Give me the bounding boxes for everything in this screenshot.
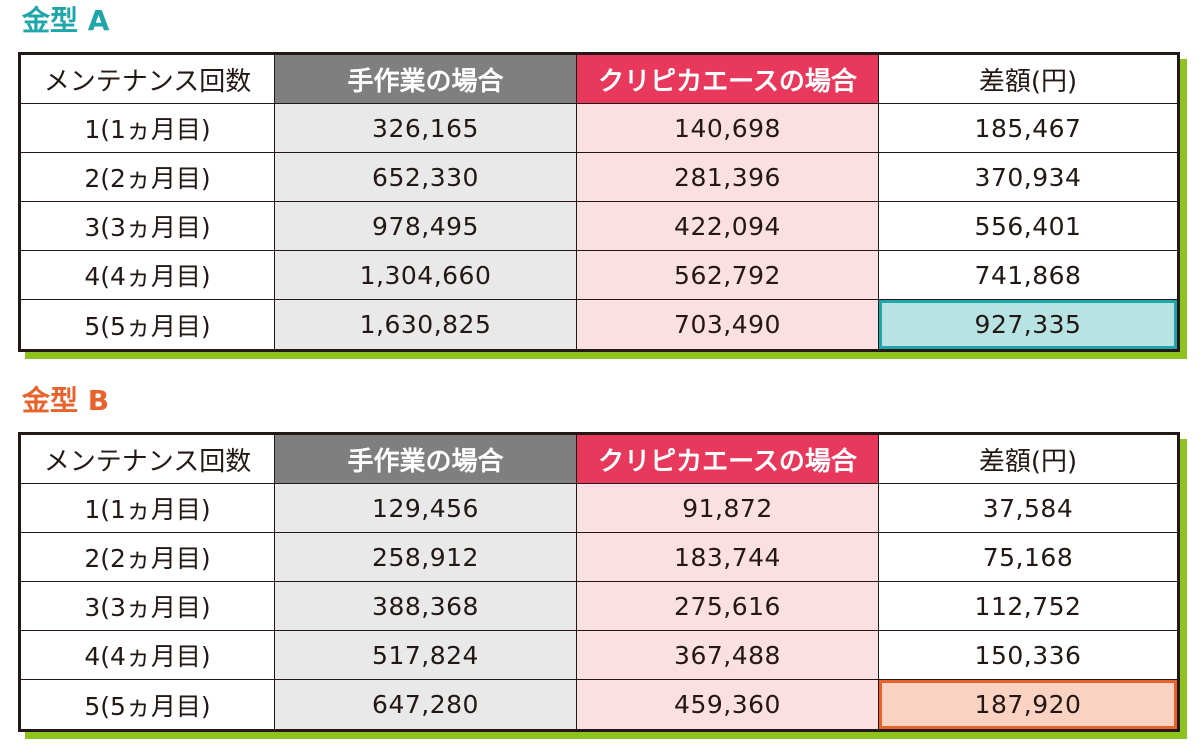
table-b: メンテナンス回数 手作業の場合 クリピカエースの場合 差額(円) 1(1ヵ月目)… — [18, 432, 1180, 732]
header-manual: 手作業の場合 — [275, 55, 577, 104]
table-a-row-5-clipi: 703,490 — [577, 300, 879, 349]
header-manual: 手作業の場合 — [275, 435, 577, 484]
table-b-row-3-count: 3(3ヵ月目) — [21, 582, 275, 631]
table-a-row-3-count: 3(3ヵ月目) — [21, 202, 275, 251]
table-a: メンテナンス回数 手作業の場合 クリピカエースの場合 差額(円) 1(1ヵ月目)… — [18, 52, 1180, 352]
table-b-row-4-diff: 150,336 — [879, 631, 1177, 680]
table-b-container: メンテナンス回数 手作業の場合 クリピカエースの場合 差額(円) 1(1ヵ月目)… — [18, 432, 1187, 739]
table-b-row-2-clipi: 183,744 — [577, 533, 879, 582]
table-a-row-2-manual: 652,330 — [275, 153, 577, 202]
table-b-title: 金型 B — [22, 384, 110, 417]
table-b-row-2-manual: 258,912 — [275, 533, 577, 582]
table-a-row-2-diff: 370,934 — [879, 153, 1177, 202]
table-b-row-4-manual: 517,824 — [275, 631, 577, 680]
table-a-row-3-diff: 556,401 — [879, 202, 1177, 251]
table-a-container: メンテナンス回数 手作業の場合 クリピカエースの場合 差額(円) 1(1ヵ月目)… — [18, 52, 1187, 359]
table-b-row-3-manual: 388,368 — [275, 582, 577, 631]
table-a-row-2-clipi: 281,396 — [577, 153, 879, 202]
table-a-row-3-manual: 978,495 — [275, 202, 577, 251]
table-a-title: 金型 A — [22, 4, 110, 37]
table-b-row-4-count: 4(4ヵ月目) — [21, 631, 275, 680]
header-difference: 差額(円) — [879, 435, 1177, 484]
table-b-highlighted-total-diff: 187,920 — [879, 680, 1177, 729]
table-b-row-2-count: 2(2ヵ月目) — [21, 533, 275, 582]
header-difference: 差額(円) — [879, 55, 1177, 104]
table-b-row-5-clipi: 459,360 — [577, 680, 879, 729]
table-a-row-4-diff: 741,868 — [879, 251, 1177, 300]
table-a-row-3-clipi: 422,094 — [577, 202, 879, 251]
header-maintenance-count: メンテナンス回数 — [21, 435, 275, 484]
table-b-row-3-clipi: 275,616 — [577, 582, 879, 631]
table-a-row-4-clipi: 562,792 — [577, 251, 879, 300]
table-b-row-4-clipi: 367,488 — [577, 631, 879, 680]
table-a-row-1-count: 1(1ヵ月目) — [21, 104, 275, 153]
table-b-row-2-diff: 75,168 — [879, 533, 1177, 582]
header-clipi-ace: クリピカエースの場合 — [577, 55, 879, 104]
table-a-row-5-count: 5(5ヵ月目) — [21, 300, 275, 349]
table-b-row-5-count: 5(5ヵ月目) — [21, 680, 275, 729]
table-b-row-3-diff: 112,752 — [879, 582, 1177, 631]
table-a-row-1-diff: 185,467 — [879, 104, 1177, 153]
table-a-highlighted-total-diff: 927,335 — [879, 300, 1177, 349]
header-clipi-ace: クリピカエースの場合 — [577, 435, 879, 484]
table-a-row-5-manual: 1,630,825 — [275, 300, 577, 349]
table-b-row-1-count: 1(1ヵ月目) — [21, 484, 275, 533]
table-a-row-4-count: 4(4ヵ月目) — [21, 251, 275, 300]
table-a-row-2-count: 2(2ヵ月目) — [21, 153, 275, 202]
table-b-row-1-clipi: 91,872 — [577, 484, 879, 533]
table-a-row-1-manual: 326,165 — [275, 104, 577, 153]
header-maintenance-count: メンテナンス回数 — [21, 55, 275, 104]
table-b-row-1-manual: 129,456 — [275, 484, 577, 533]
table-a-row-4-manual: 1,304,660 — [275, 251, 577, 300]
table-b-row-1-diff: 37,584 — [879, 484, 1177, 533]
table-b-row-5-manual: 647,280 — [275, 680, 577, 729]
table-a-row-1-clipi: 140,698 — [577, 104, 879, 153]
